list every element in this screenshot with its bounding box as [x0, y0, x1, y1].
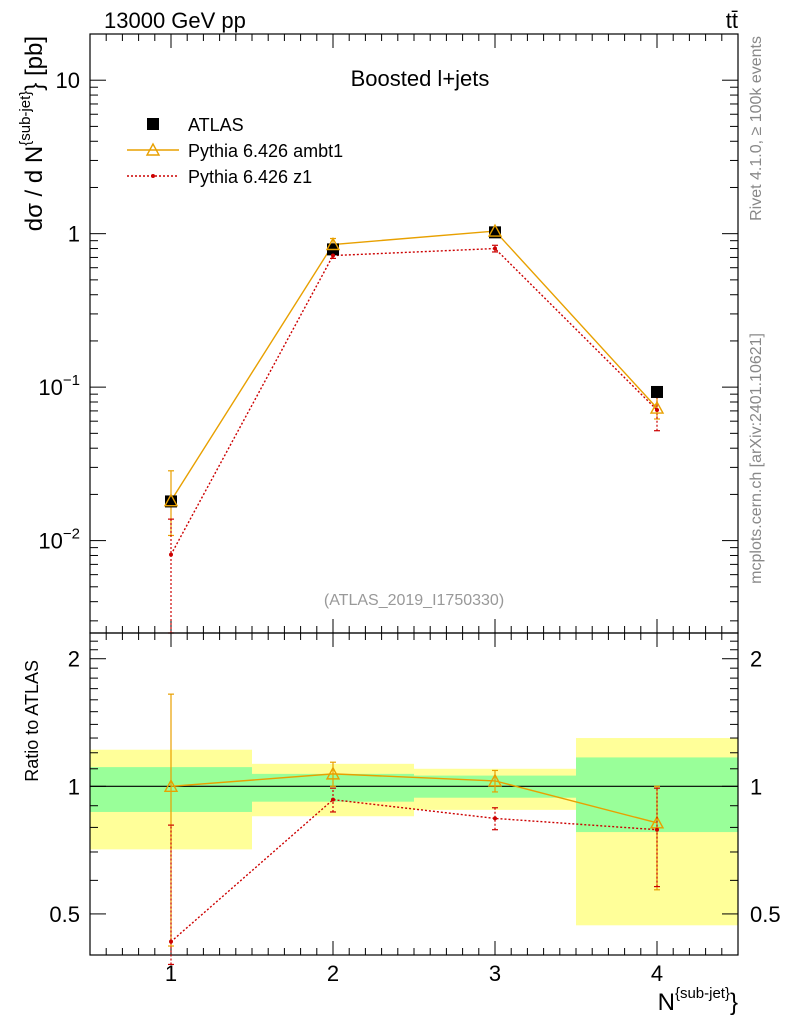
legend-label: ATLAS [188, 115, 244, 135]
main-y-axis-label: dσ / d N{sub-jet}} [pb] [17, 36, 48, 231]
data-point-atlas [651, 385, 663, 398]
ratio-point-pythia-6-426-ambt1 [487, 773, 503, 787]
ratio-y-tick-label-right: 2 [750, 647, 762, 672]
series-line-pythia-6-426-ambt1 [170, 230, 658, 502]
x-axis-label: N{sub-jet}} [658, 985, 738, 1016]
rivet-version-label: Rivet 4.1.0, ≥ 100k events [748, 36, 765, 221]
y-tick-label: 1 [68, 222, 80, 247]
x-tick-label: 3 [489, 961, 501, 986]
data-point-pythia-6-426-z1 [169, 552, 173, 557]
ratio-y-tick-label-left: 2 [68, 647, 80, 672]
data-point-pythia-6-426-ambt1 [325, 237, 341, 251]
series-line-pythia-6-426-z1 [170, 247, 658, 555]
legend: ATLAS Pythia 6.426 ambt1 Pythia 6.426 z1 [127, 115, 343, 187]
y-tick-label: 10−1 [38, 372, 80, 400]
legend-marker-atlas [147, 118, 159, 130]
legend-label: Pythia 6.426 z1 [188, 167, 312, 187]
ratio-point-pythia-6-426-z1 [331, 797, 335, 802]
energy-label: 13000 GeV pp [104, 8, 246, 33]
legend-marker [145, 142, 161, 156]
data-point-pythia-6-426-z1 [331, 253, 335, 258]
ratio-point-pythia-6-426-ambt1 [325, 766, 341, 780]
y-tick-label: 10−2 [38, 526, 80, 554]
ratio-point-pythia-6-426-z1 [655, 827, 659, 832]
ratio-y-tick-label-left: 1 [68, 774, 80, 799]
ratio-panel: 0.5 0.5 1 1 2 2 1 2 3 4 Ratio to ATLAS N{sub-jet}} [22, 632, 781, 1016]
chart-title: Boosted l+jets [351, 66, 490, 91]
data-point-atlas [165, 495, 177, 508]
ratio-line-pythia-6-426-z1 [170, 798, 658, 943]
x-tick-label: 2 [327, 961, 339, 986]
analysis-watermark: (ATLAS_2019_I1750330) [324, 592, 504, 609]
y-tick-label: 10 [56, 68, 80, 93]
ratio-line-pythia-6-426-ambt1 [170, 773, 658, 824]
data-point-pythia-6-426-z1 [655, 407, 659, 412]
legend-marker [151, 174, 155, 178]
process-label: tt̄ [726, 8, 738, 33]
main-panel: 10−2 10−1 1 10 dσ / d N{sub-jet}} [pb] Booste… [17, 33, 739, 634]
data-point-pythia-6-426-z1 [493, 246, 497, 251]
ratio-point-pythia-6-426-z1 [493, 816, 497, 821]
mcplots-label: mcplots.cern.ch [arXiv:2401.10621] [748, 333, 765, 584]
legend-label: Pythia 6.426 ambt1 [188, 141, 343, 161]
ratio-y-tick-label-right: 0.5 [750, 902, 781, 927]
data-point-pythia-6-426-ambt1 [163, 493, 179, 507]
ratio-point-pythia-6-426-z1 [169, 939, 173, 944]
ratio-y-tick-label-right: 1 [750, 774, 762, 799]
x-tick-label: 4 [651, 961, 663, 986]
ratio-point-pythia-6-426-ambt1 [163, 778, 179, 793]
x-tick-label: 1 [165, 961, 177, 986]
ratio-y-axis-label: Ratio to ATLAS [22, 660, 42, 782]
data-point-pythia-6-426-ambt1 [487, 223, 503, 237]
data-point-pythia-6-426-ambt1 [649, 400, 665, 414]
ratio-y-tick-label-left: 0.5 [49, 902, 80, 927]
